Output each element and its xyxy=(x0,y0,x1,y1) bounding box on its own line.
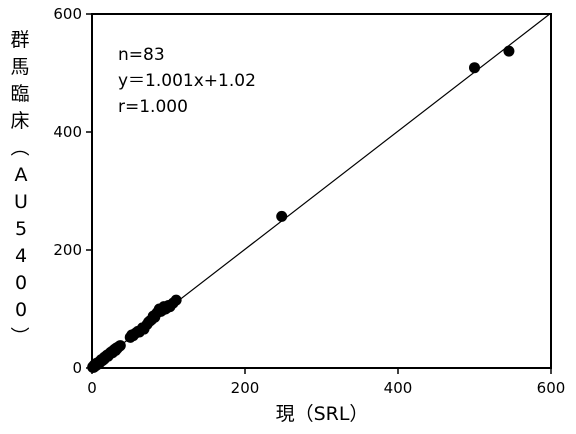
data-point xyxy=(503,45,515,57)
x-axis-title: 現（SRL） xyxy=(276,403,369,425)
plot-area-frame xyxy=(91,13,552,369)
y-tick-label: 600 xyxy=(53,5,82,23)
y-axis-title-char: ） xyxy=(8,326,30,345)
stat-correlation: r=1.000 xyxy=(118,97,188,117)
x-tick-label: 600 xyxy=(537,379,566,397)
y-tick-label: 0 xyxy=(72,359,82,377)
y-axis-title-char: 臨 xyxy=(10,83,29,105)
x-tick-label: 200 xyxy=(231,379,260,397)
y-axis-title-char: 床 xyxy=(10,110,29,132)
y-tick-label: 200 xyxy=(53,241,82,259)
y-axis-title-char: （ xyxy=(8,137,30,156)
y-axis-title-char: 0 xyxy=(15,272,27,294)
data-point xyxy=(170,294,182,306)
y-axis-title-char: U xyxy=(14,191,28,213)
x-tick-label: 400 xyxy=(384,379,413,397)
x-tick-label: 0 xyxy=(87,379,97,397)
y-axis-title-char: 群 xyxy=(10,29,29,51)
stat-n: n=83 xyxy=(118,45,165,65)
y-axis-title-char: A xyxy=(15,164,28,186)
regression-line xyxy=(91,13,551,368)
y-axis-title-char: 5 xyxy=(15,218,27,240)
axis-ticks: 0 200 400 600 0 200 400 600 xyxy=(53,5,565,397)
y-tick-label: 400 xyxy=(53,123,82,141)
y-axis-title-char: 馬 xyxy=(10,56,29,78)
y-axis-title-char: 4 xyxy=(15,245,27,267)
y-axis-title-char: 0 xyxy=(15,299,27,321)
data-points xyxy=(87,45,515,373)
stat-regression-equation: y＝1.001x+1.02 xyxy=(118,71,256,91)
